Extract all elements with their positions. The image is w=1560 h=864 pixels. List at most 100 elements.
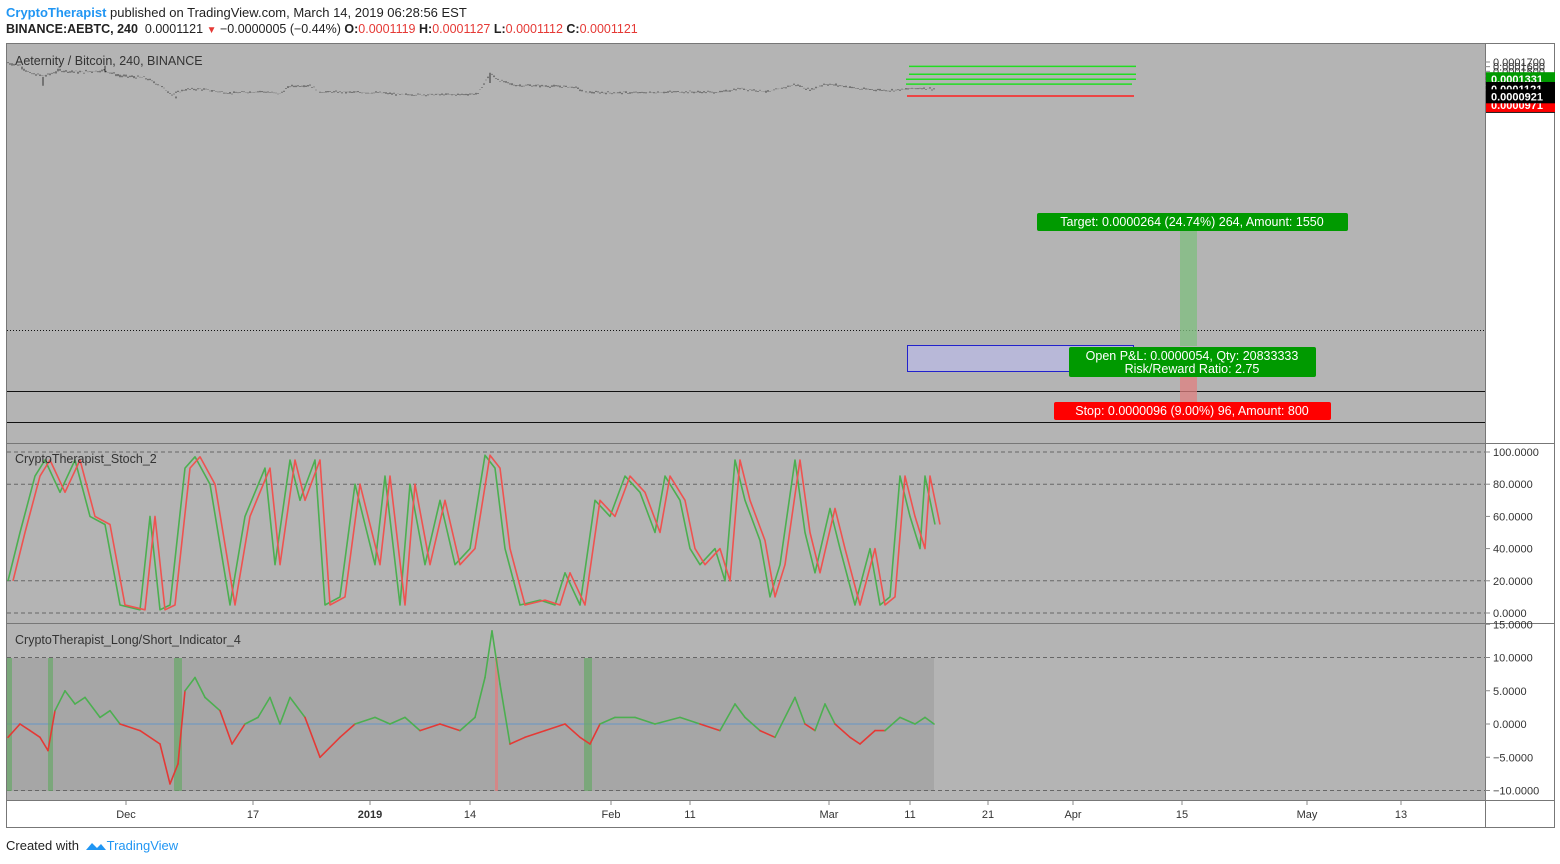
ls-indicator-segment [599,716,616,725]
ls-indicator-segment [744,716,761,732]
ls-indicator-segment [339,723,356,739]
ls-indicator-segment [269,696,281,725]
ls-indicator-segment [19,723,31,732]
time-tick-label: Apr [1064,809,1081,821]
time-tick-label: 21 [982,809,994,821]
ls-tick-label: −5.0000 [1493,752,1533,764]
stoch-d-line [12,454,941,611]
price-tag-box [1486,89,1555,104]
ls-tick-label: −10.0000 [1493,786,1539,798]
stoch-k-line [7,454,936,611]
ls-indicator-segment [524,729,546,739]
ls-indicator-segment [139,729,161,745]
ls-indicator-segment [734,703,746,719]
ls-indicator-segment [914,716,926,725]
ls-indicator-segment [404,716,421,732]
ls-indicator-segment [679,716,701,725]
time-axis-bg [7,801,1485,827]
main-pane-bg [7,44,1485,443]
tradingview-logo-icon [85,843,106,850]
ls-indicator-segment [719,703,736,732]
time-tick-label: May [1297,809,1318,821]
target-label-box [1037,213,1348,231]
author-link[interactable]: CryptoTherapist [6,5,107,20]
ls-indicator-segment [499,683,511,745]
ls-indicator-segment [119,723,141,732]
ls-indicator-segment [74,696,86,705]
ls-indicator-segment [219,709,233,745]
ls-indicator-segment [579,736,591,745]
price-change: −0.0000005 (−0.44%) [219,22,341,36]
ls-shaded-region [7,658,934,791]
ls-indicator-segment [824,703,836,725]
publish-info: CryptoTherapist published on TradingView… [6,5,467,20]
ls-indicator-segment [634,716,656,725]
ls-indicator-segment [99,709,111,719]
footer: Created with TradingView [6,838,178,853]
profit-zone-bar [1180,231,1197,346]
low-label: L: [493,22,506,36]
ls-indicator-segment [374,716,391,725]
high-value: 0.0001127 [432,22,491,36]
time-tick-label: Feb [602,809,621,821]
ls-indicator-segment [474,676,486,719]
low-value: 0.0001112 [505,22,563,36]
short-signal-bar [495,658,498,791]
high-label: H: [419,22,433,36]
down-arrow-icon: ▼ [206,25,217,36]
ls-indicator-segment [244,716,259,725]
stoch-tick-label: 100.0000 [1493,447,1539,459]
long-signal-bar [48,658,53,791]
price-tick-label: 0.0001700 [1493,57,1545,69]
ls-indicator-segment [804,723,816,732]
ls-indicator-segment [39,736,49,752]
ls-indicator-segment [319,736,341,759]
ls-indicator-segment [654,716,681,725]
pnl-label-line2: Risk/Reward Ratio: 2.75 [1125,362,1260,376]
ls-tick-label: 0.0000 [1493,719,1527,731]
tradingview-link[interactable]: TradingView [106,838,179,853]
last-price: 0.0001121 [144,22,204,36]
ls-indicator-segment [439,723,461,732]
ls-indicator-segment [589,723,601,745]
ls-indicator-segment [304,716,321,759]
price-tick-label: 0.0001600 [1493,62,1545,74]
ls-pane-title: CryptoTherapist_Long/Short_Indicator_4 [15,633,241,647]
ls-indicator-segment [814,703,826,732]
time-tick-label: 2019 [358,809,382,821]
time-tick-label: Dec [116,809,136,821]
ls-indicator-segment [884,716,901,732]
created-with-text: Created with [6,838,79,853]
stoch-tick-label: 40.0000 [1493,544,1533,556]
stoch-pane-title: CryptoTherapist_Stoch_2 [15,452,157,466]
main-pane-title: Aeternity / Bitcoin, 240, BINANCE [15,54,203,68]
stop-label: Stop: 0.0000096 (9.00%) 96, Amount: 800 [1075,404,1309,418]
time-tick-label: Mar [820,809,839,821]
ls-indicator-segment [774,696,796,739]
chart-border [6,43,1555,828]
publish-text: published on TradingView.com, March 14, … [110,5,467,20]
loss-zone-bar [1180,372,1197,402]
ls-indicator-segment [54,689,66,712]
ls-tick-label: 10.0000 [1493,653,1533,665]
ls-indicator-segment [849,736,861,745]
ohlc-legend: BINANCE:AEBTC, 240 0.0001121 ▼ −0.000000… [6,22,638,36]
stoch-tick-label: 0.0000 [1493,608,1527,620]
price-axis-bg [1486,44,1555,828]
ls-indicator-segment [109,709,121,725]
target-label: Target: 0.0000264 (24.74%) 264, Amount: … [1060,215,1323,229]
open-value: 0.0001119 [358,22,416,36]
ls-indicator-segment [859,729,876,745]
ls-indicator-segment [484,630,493,679]
stoch-pane-bg [7,444,1485,623]
ls-indicator-segment [759,729,776,739]
ls-indicator-segment [834,723,851,739]
ls-indicator-segment [279,696,291,725]
ls-indicator-segment [509,736,526,745]
time-tick-label: 15 [1176,809,1188,821]
ls-indicator-segment [564,723,581,739]
close-label: C: [566,22,580,36]
ls-indicator-segment [7,723,21,739]
ls-tick-label: 5.0000 [1493,686,1527,698]
